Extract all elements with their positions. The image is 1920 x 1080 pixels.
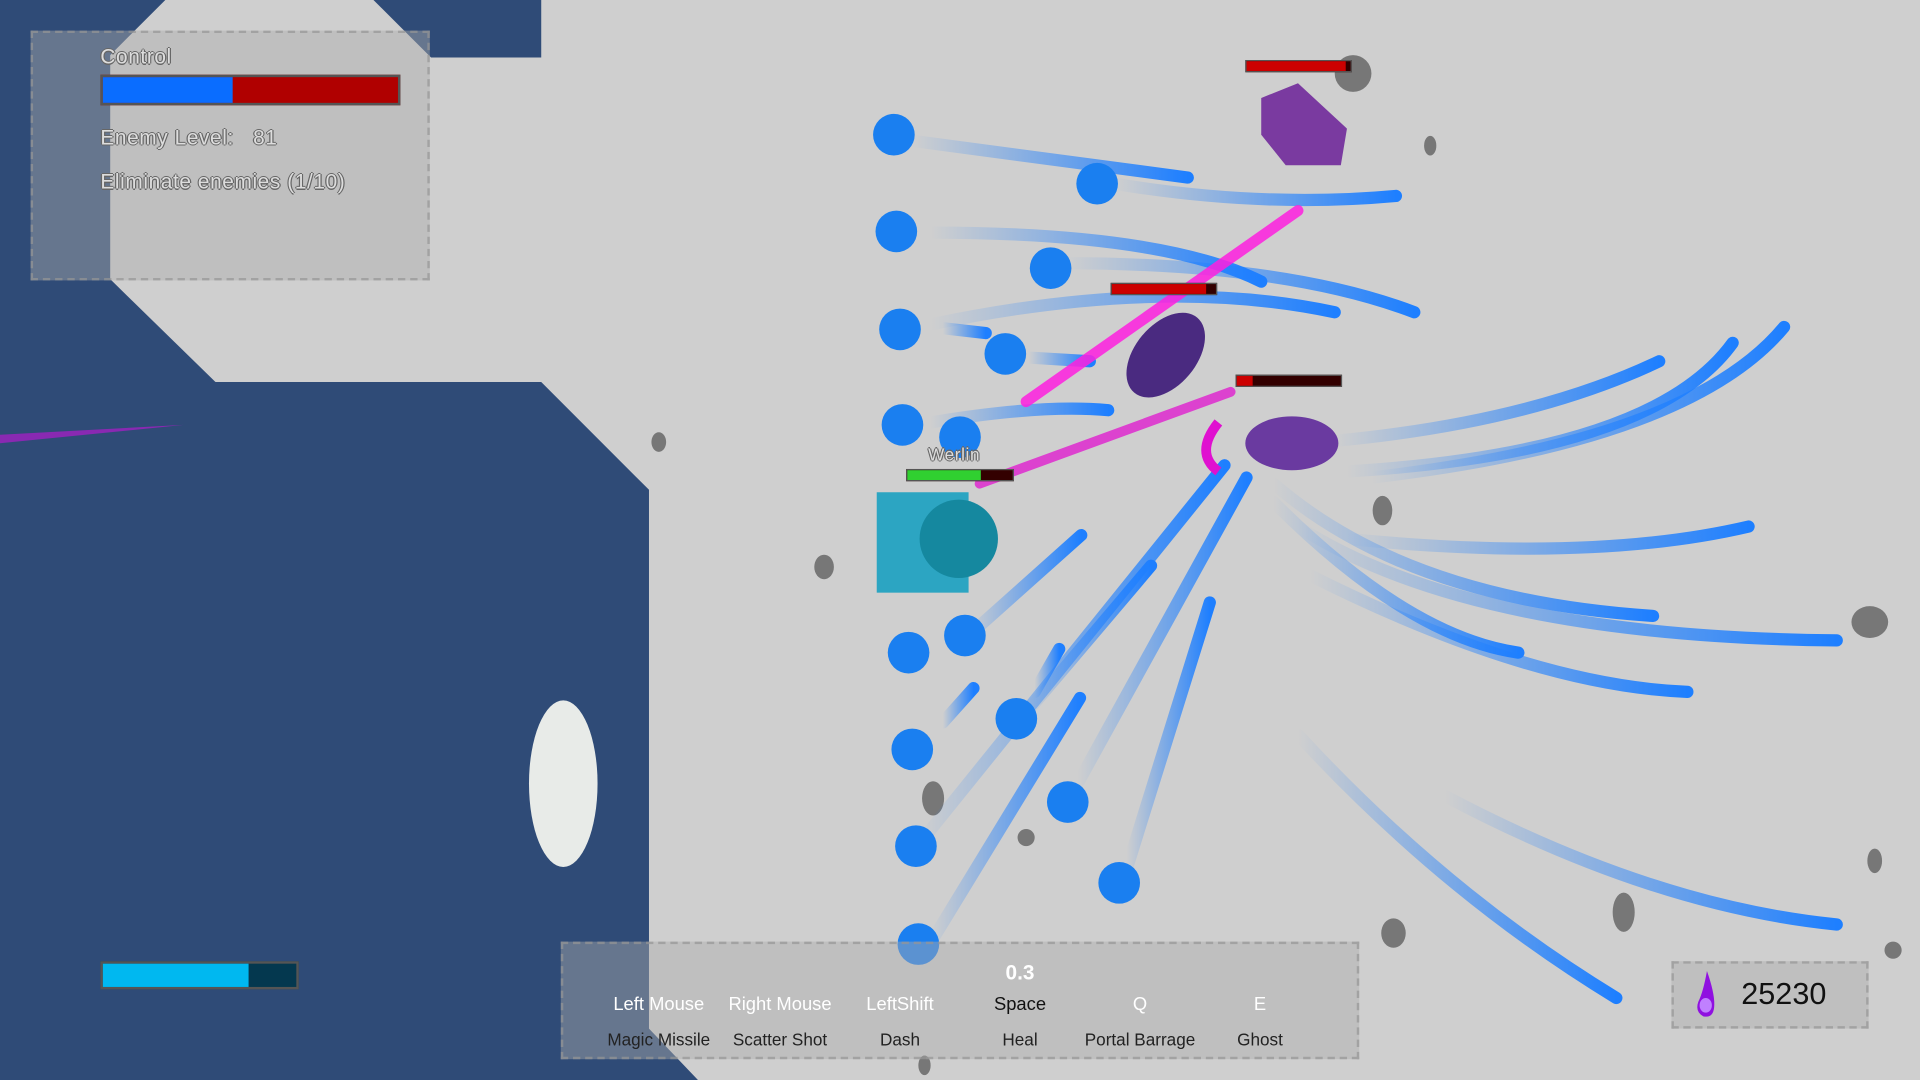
ability-name: Portal Barrage xyxy=(1084,1029,1196,1050)
enemy-health-bar xyxy=(1235,374,1343,387)
ability-name: Heal xyxy=(1002,1029,1038,1050)
player-health-fill xyxy=(907,470,982,481)
control-label: Control xyxy=(100,45,172,69)
enemy-health-bar xyxy=(1110,282,1218,296)
ability-key: Space xyxy=(993,994,1047,1016)
ability-bar xyxy=(560,941,1360,1060)
ability-key: Left Mouse xyxy=(613,994,705,1016)
objective-text: Eliminate enemies (1/10) xyxy=(100,170,346,194)
enemy-1[interactable] xyxy=(1261,83,1347,166)
enemy-level: Enemy Level: 81 xyxy=(100,126,277,150)
purple-soul-flame-icon xyxy=(1697,971,1715,1017)
enemy-3[interactable] xyxy=(1201,416,1339,476)
magenta-beams xyxy=(974,205,1304,489)
enemy-health-fill xyxy=(1236,375,1253,386)
objective-panel xyxy=(30,30,430,281)
mana-bar-fill xyxy=(102,963,248,987)
magic-missiles xyxy=(873,113,1141,965)
player-character[interactable] xyxy=(876,492,998,593)
ability-key: LeftShift xyxy=(866,994,934,1016)
ability-name: Dash xyxy=(879,1029,921,1050)
ability-name: Scatter Shot xyxy=(732,1029,828,1050)
currency-value: 25230 xyxy=(1741,977,1827,1012)
enemy-level-label: Enemy Level: xyxy=(100,126,234,150)
ability-name: Magic Missile xyxy=(607,1029,711,1050)
ability-name: Ghost xyxy=(1237,1029,1283,1050)
ability-cooldown: 0.3 xyxy=(1005,961,1035,985)
player-health-bar xyxy=(906,468,1014,482)
enemy-health-bar xyxy=(1245,60,1352,73)
ability-key: Right Mouse xyxy=(728,994,832,1016)
cloud xyxy=(528,700,598,867)
control-bar xyxy=(100,74,401,106)
mana-bar xyxy=(100,961,299,990)
enemy-level-value: 81 xyxy=(253,126,278,150)
enemy-health-fill xyxy=(1111,284,1206,294)
enemy-2[interactable] xyxy=(1111,298,1221,412)
enemy-health-fill xyxy=(1246,61,1346,72)
ability-key: E xyxy=(1253,994,1267,1016)
ability-key: Q xyxy=(1132,994,1148,1016)
player-name: Werlin xyxy=(928,444,981,465)
projectile-trails xyxy=(906,134,1843,1005)
control-bar-fill xyxy=(102,77,233,103)
rocks xyxy=(651,55,1902,1076)
